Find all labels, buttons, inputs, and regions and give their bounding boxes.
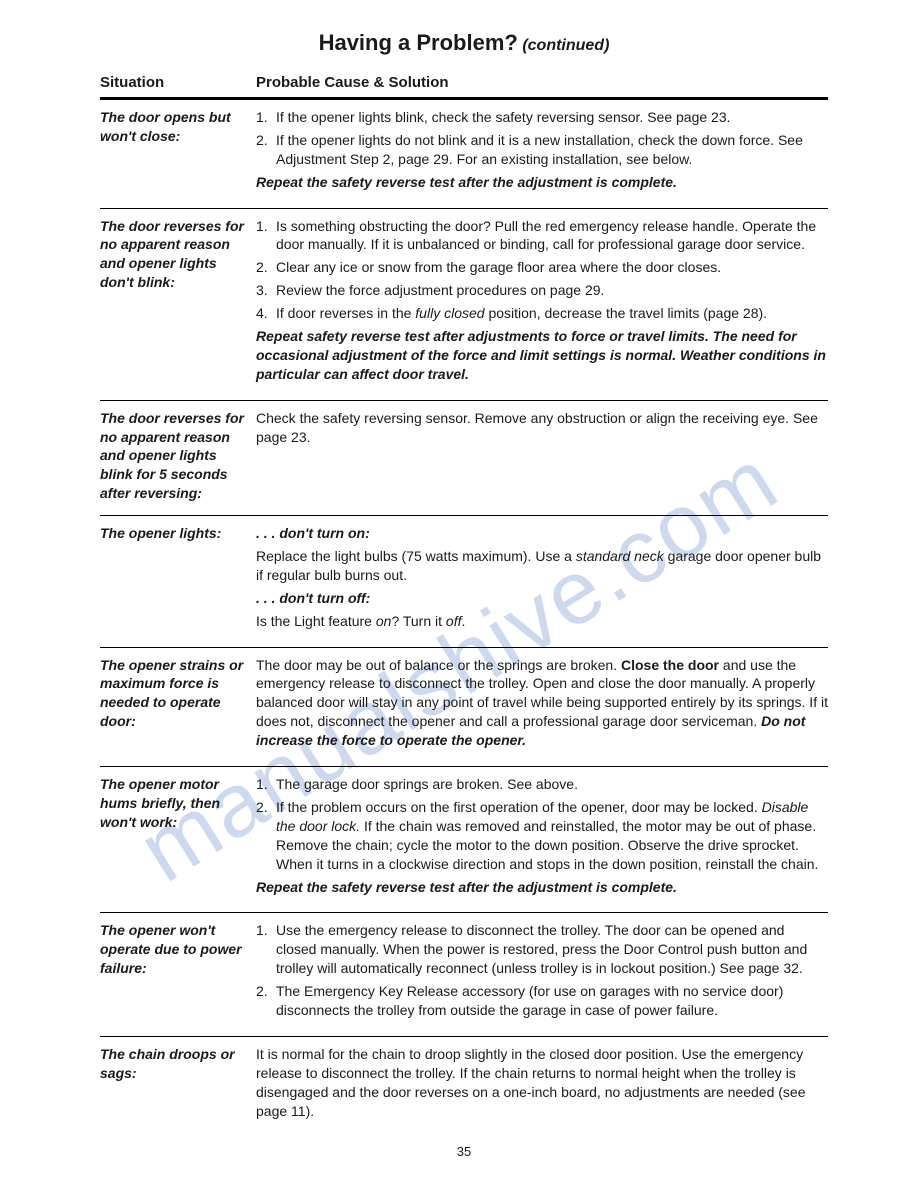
solution-body: 1.Is something obstructing the door? Pul… — [256, 217, 828, 388]
title-main: Having a Problem? — [319, 30, 518, 55]
situation-label: The opener won't operate due to power fa… — [100, 921, 248, 1023]
solution-list-item: 1. If the opener lights blink, check the … — [256, 108, 828, 127]
sub-heading: . . . don't turn off: — [256, 589, 828, 608]
solution-body: . . . don't turn on: Replace the light bu… — [256, 524, 828, 634]
troubleshoot-row: The opener strains or maximum force is n… — [100, 656, 828, 754]
solution-list-item: 4. If door reverses in the fully closed p… — [256, 304, 828, 323]
troubleshoot-row: The opener won't operate due to power fa… — [100, 921, 828, 1023]
situation-label: The opener motor hums briefly, then won'… — [100, 775, 248, 900]
solution-paragraph: Check the safety reversing sensor. Remov… — [256, 409, 828, 447]
list-number: 4. — [256, 304, 270, 323]
sub-text: Replace the light bulbs (75 watts maximu… — [256, 547, 828, 585]
troubleshoot-row: The door opens but won't close: 1. If the … — [100, 108, 828, 196]
page-number: 35 — [100, 1144, 828, 1159]
list-text: Use the emergency release to disconnect … — [276, 921, 828, 978]
column-headers: Situation Probable Cause & Solution — [100, 74, 828, 91]
situation-label: The chain droops or sags: — [100, 1045, 248, 1125]
emphasis-note: Repeat safety reverse test after adjustm… — [256, 327, 828, 384]
solution-list-item: 1.Is something obstructing the door? Pul… — [256, 217, 828, 255]
section-rule — [100, 766, 828, 767]
solution-list-item: 1. The garage door springs are broken. Se… — [256, 775, 828, 794]
list-number: 2. — [256, 131, 270, 169]
list-text: If the problem occurs on the first opera… — [276, 798, 828, 874]
section-rule — [100, 515, 828, 516]
troubleshoot-row: The opener motor hums briefly, then won'… — [100, 775, 828, 900]
emphasis-note: Repeat the safety reverse test after the… — [256, 173, 828, 192]
list-number: 3. — [256, 281, 270, 300]
col-header-solution: Probable Cause & Solution — [256, 74, 828, 91]
solution-list-item: 2.If the problem occurs on the first ope… — [256, 798, 828, 874]
list-number: 2. — [256, 258, 270, 277]
section-rule — [100, 647, 828, 648]
troubleshoot-row: The chain droops or sags:It is normal fo… — [100, 1045, 828, 1125]
section-rule — [100, 97, 828, 100]
page-title: Having a Problem? (continued) — [100, 30, 828, 56]
list-text: The Emergency Key Release accessory (for… — [276, 982, 828, 1020]
list-number: 1. — [256, 775, 270, 794]
sub-text: Is the Light feature on? Turn it off. — [256, 612, 828, 631]
sub-heading: . . . don't turn on: — [256, 524, 828, 543]
solution-body: It is normal for the chain to droop slig… — [256, 1045, 828, 1125]
list-text: If door reverses in the fully closed pos… — [276, 304, 828, 323]
section-rule — [100, 912, 828, 913]
troubleshoot-row: The opener lights: . . . don't turn on: Re… — [100, 524, 828, 634]
situation-label: The door reverses for no apparent reason… — [100, 409, 248, 503]
list-text: Clear any ice or snow from the garage fl… — [276, 258, 828, 277]
solution-list-item: 2.The Emergency Key Release accessory (f… — [256, 982, 828, 1020]
situation-label: The door opens but won't close: — [100, 108, 248, 196]
title-continued: (continued) — [522, 37, 609, 54]
solution-list-item: 2. Clear any ice or snow from the garage … — [256, 258, 828, 277]
section-rule — [100, 1036, 828, 1037]
solution-body: Check the safety reversing sensor. Remov… — [256, 409, 828, 503]
solution-body: 1. The garage door springs are broken. Se… — [256, 775, 828, 900]
solution-list-item: 3. Review the force adjustment procedures… — [256, 281, 828, 300]
situation-label: The door reverses for no apparent reason… — [100, 217, 248, 388]
solution-body: 1. If the opener lights blink, check the … — [256, 108, 828, 196]
list-text: The garage door springs are broken. See … — [276, 775, 828, 794]
troubleshoot-row: The door reverses for no apparent reason… — [100, 409, 828, 503]
situation-label: The opener lights: — [100, 524, 248, 634]
list-text: Review the force adjustment procedures o… — [276, 281, 828, 300]
solution-paragraph: It is normal for the chain to droop slig… — [256, 1045, 828, 1121]
list-text: If the opener lights do not blink and it… — [276, 131, 828, 169]
solution-body: 1.Use the emergency release to disconnec… — [256, 921, 828, 1023]
list-text: If the opener lights blink, check the sa… — [276, 108, 828, 127]
list-number: 1. — [256, 108, 270, 127]
list-number: 1. — [256, 217, 270, 255]
solution-paragraph: The door may be out of balance or the sp… — [256, 656, 828, 750]
solution-body: The door may be out of balance or the sp… — [256, 656, 828, 754]
list-text: Is something obstructing the door? Pull … — [276, 217, 828, 255]
list-number: 2. — [256, 982, 270, 1020]
solution-list-item: 2.If the opener lights do not blink and … — [256, 131, 828, 169]
troubleshoot-row: The door reverses for no apparent reason… — [100, 217, 828, 388]
list-number: 1. — [256, 921, 270, 978]
solution-list-item: 1.Use the emergency release to disconnec… — [256, 921, 828, 978]
situation-label: The opener strains or maximum force is n… — [100, 656, 248, 754]
list-number: 2. — [256, 798, 270, 874]
section-rule — [100, 400, 828, 401]
section-rule — [100, 208, 828, 209]
col-header-situation: Situation — [100, 74, 256, 91]
emphasis-note: Repeat the safety reverse test after the… — [256, 878, 828, 897]
